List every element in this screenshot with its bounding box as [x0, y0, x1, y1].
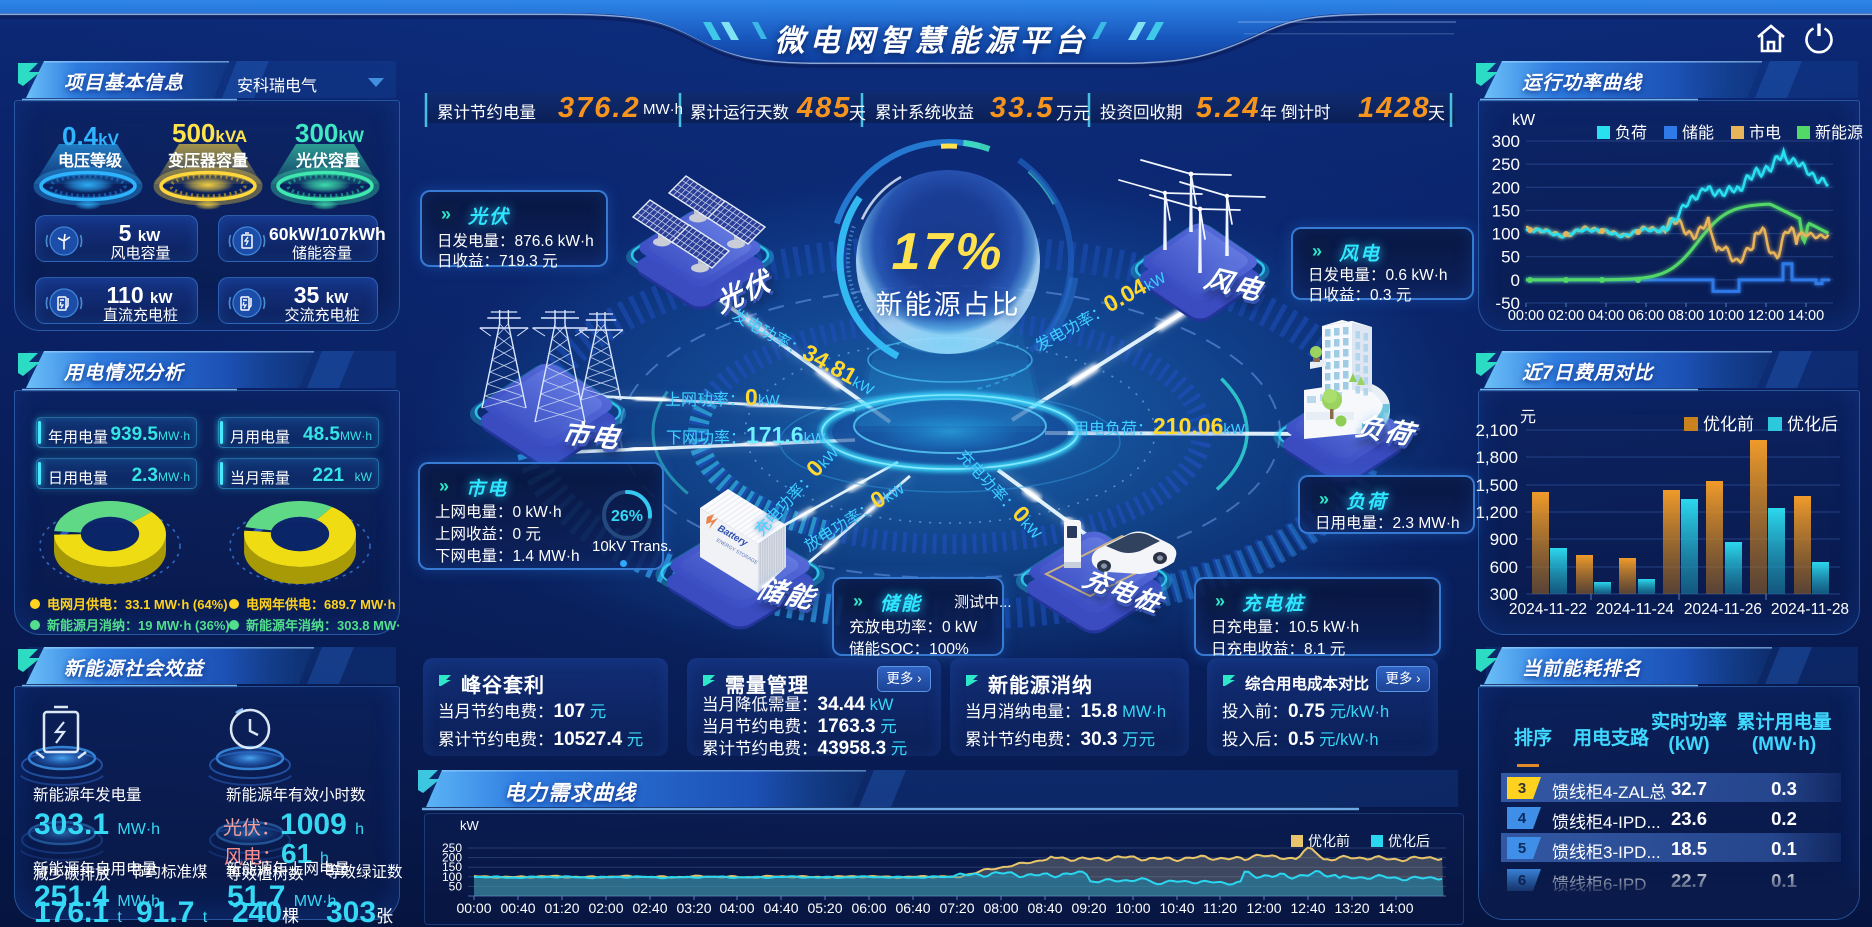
svg-text:4: 4: [1518, 810, 1527, 827]
svg-text:26%: 26%: [611, 508, 643, 525]
svg-text:3: 3: [1518, 780, 1526, 797]
svg-text:5: 5: [1518, 840, 1526, 857]
